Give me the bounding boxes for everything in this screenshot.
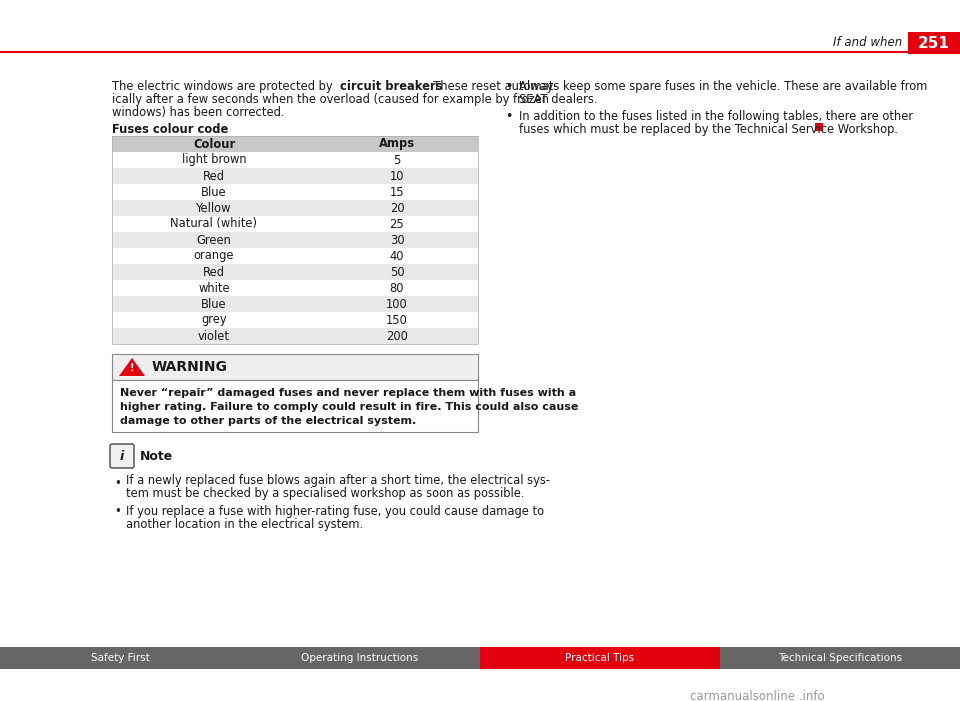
Bar [112, 136, 478, 152]
Text: 20: 20 [390, 201, 404, 215]
Text: windows) has been corrected.: windows) has been corrected. [112, 106, 284, 119]
FancyBboxPatch shape [110, 444, 134, 468]
Text: damage to other parts of the electrical system.: damage to other parts of the electrical … [120, 416, 417, 426]
Text: 25: 25 [390, 217, 404, 231]
Text: •: • [505, 110, 513, 123]
Text: grey: grey [202, 313, 227, 327]
Text: light brown: light brown [181, 154, 247, 167]
Text: Blue: Blue [202, 186, 227, 198]
Bar [112, 296, 478, 312]
Text: 5: 5 [394, 154, 400, 167]
Polygon shape [119, 358, 145, 376]
Bar [112, 264, 478, 280]
Text: 251: 251 [918, 36, 950, 50]
Bar [112, 354, 478, 380]
Text: Always keep some spare fuses in the vehicle. These are available from: Always keep some spare fuses in the vehi… [519, 80, 927, 93]
Text: Colour: Colour [193, 137, 235, 151]
Text: tem must be checked by a specialised workshop as soon as possible.: tem must be checked by a specialised wor… [126, 487, 524, 500]
Text: orange: orange [194, 250, 234, 262]
Bar [815, 123, 823, 131]
Text: 200: 200 [386, 329, 408, 343]
Text: 150: 150 [386, 313, 408, 327]
Text: another location in the electrical system.: another location in the electrical syste… [126, 518, 363, 531]
Text: Technical Specifications: Technical Specifications [778, 653, 902, 663]
Bar [112, 328, 478, 344]
Text: Natural (white): Natural (white) [171, 217, 257, 231]
Text: WARNING: WARNING [152, 360, 228, 374]
Text: Red: Red [203, 170, 225, 182]
Text: In addition to the fuses listed in the following tables, there are other: In addition to the fuses listed in the f… [519, 110, 913, 123]
Bar [112, 136, 478, 344]
Text: 30: 30 [390, 233, 404, 247]
Text: Blue: Blue [202, 297, 227, 311]
Text: Never “repair” damaged fuses and never replace them with fuses with a: Never “repair” damaged fuses and never r… [120, 388, 576, 398]
Text: Fuses colour code: Fuses colour code [112, 123, 228, 136]
Text: Red: Red [203, 266, 225, 278]
Bar [112, 248, 478, 264]
Bar [112, 380, 478, 432]
Text: 50: 50 [390, 266, 404, 278]
Text: Yellow: Yellow [196, 201, 231, 215]
Text: Note: Note [140, 449, 173, 463]
Text: If a newly replaced fuse blows again after a short time, the electrical sys-: If a newly replaced fuse blows again aft… [126, 474, 550, 487]
Bar [720, 647, 960, 669]
Text: •: • [505, 80, 513, 93]
Bar [112, 200, 478, 216]
Text: white: white [198, 282, 229, 294]
Text: violet: violet [198, 329, 230, 343]
Text: ically after a few seconds when the overload (caused for example by frozen: ically after a few seconds when the over… [112, 93, 549, 106]
Bar [0, 647, 240, 669]
Text: circuit breakers: circuit breakers [340, 80, 443, 93]
Bar [112, 280, 478, 296]
Bar [112, 232, 478, 248]
Bar [112, 184, 478, 200]
Bar [112, 216, 478, 232]
Text: Amps: Amps [379, 137, 415, 151]
Text: 80: 80 [390, 282, 404, 294]
Bar [240, 647, 480, 669]
Text: •: • [114, 477, 121, 490]
Text: higher rating. Failure to comply could result in fire. This could also cause: higher rating. Failure to comply could r… [120, 402, 578, 412]
Text: Green: Green [197, 233, 231, 247]
Text: If you replace a fuse with higher-rating fuse, you could cause damage to: If you replace a fuse with higher-rating… [126, 505, 544, 518]
Text: 100: 100 [386, 297, 408, 311]
Text: The electric windows are protected by: The electric windows are protected by [112, 80, 336, 93]
Text: Practical Tips: Practical Tips [565, 653, 635, 663]
Text: i: i [120, 449, 124, 463]
Bar [112, 152, 478, 168]
Text: Operating Instructions: Operating Instructions [301, 653, 419, 663]
Text: fuses which must be replaced by the Technical Service Workshop.: fuses which must be replaced by the Tech… [519, 123, 898, 136]
Text: . These reset automat-: . These reset automat- [426, 80, 558, 93]
Text: If and when: If and when [832, 36, 902, 50]
Bar [112, 312, 478, 328]
Text: 10: 10 [390, 170, 404, 182]
Text: carmanualsonline .info: carmanualsonline .info [690, 690, 825, 701]
Text: 15: 15 [390, 186, 404, 198]
Bar [480, 647, 720, 669]
Text: Safety First: Safety First [90, 653, 150, 663]
Text: !: ! [130, 363, 134, 373]
Bar [908, 32, 960, 54]
Bar [112, 168, 478, 184]
Text: •: • [114, 505, 121, 518]
Text: SEAT dealers.: SEAT dealers. [519, 93, 597, 106]
Text: 40: 40 [390, 250, 404, 262]
